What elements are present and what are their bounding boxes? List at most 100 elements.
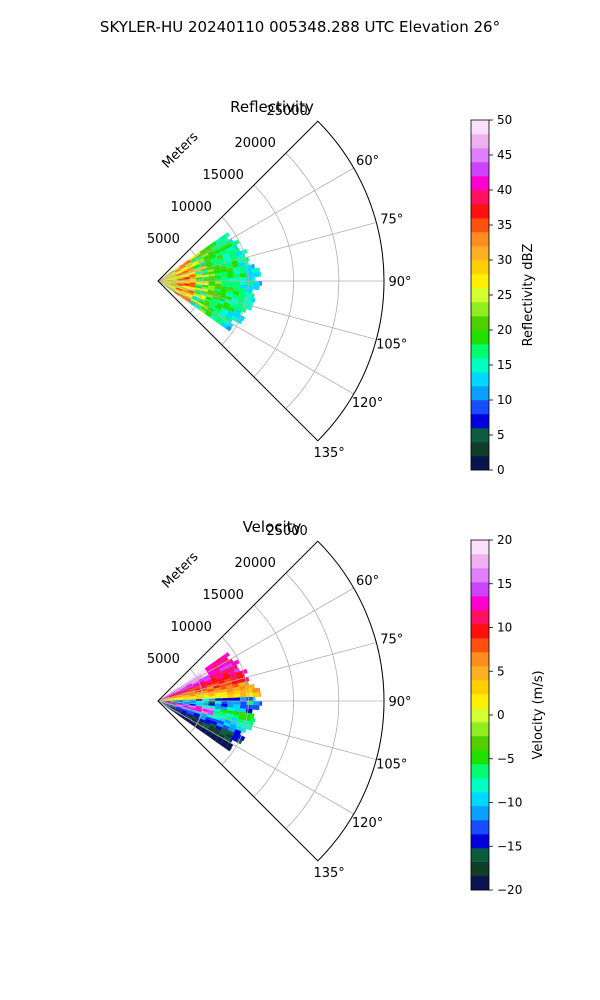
radar-gate <box>229 303 237 310</box>
radar-gate <box>238 314 246 322</box>
radar-gate <box>202 278 209 282</box>
radar-gate <box>202 722 210 728</box>
radar-gate <box>252 709 253 714</box>
radar-gate <box>221 277 228 282</box>
radar-gate <box>188 691 196 695</box>
radar-gate <box>163 275 170 279</box>
azimuth-tick-label: 105° <box>376 758 407 773</box>
radar-gate <box>211 298 219 303</box>
radar-gate <box>176 276 184 279</box>
radar-gate <box>215 305 223 311</box>
colorbar-swatch <box>471 344 489 359</box>
radar-gate <box>195 701 203 704</box>
radar-gate <box>174 289 181 293</box>
radar-gate <box>195 697 203 700</box>
radar-gate <box>225 663 233 670</box>
radar-gate <box>239 288 247 293</box>
radar-gate <box>163 276 170 279</box>
radar-gate <box>232 290 240 296</box>
radar-gate <box>212 310 220 316</box>
radar-gate <box>200 726 208 732</box>
radar-gate <box>214 703 222 707</box>
radar-gate <box>220 688 228 693</box>
radar-gate <box>206 683 214 689</box>
radar-gate <box>195 271 202 275</box>
radar-gate <box>208 278 215 282</box>
colorbar-swatch <box>471 162 489 177</box>
radar-gate <box>201 672 209 678</box>
reflectivity-panel: Reflectivity 5000 10000 15000 20000 25000 60°… <box>147 98 536 477</box>
radar-gate <box>220 233 228 241</box>
radar-gate <box>238 261 246 267</box>
radar-gate <box>216 254 224 260</box>
radar-gate <box>206 666 213 673</box>
radar-gate <box>232 266 240 272</box>
radar-gate <box>233 697 241 702</box>
radar-gate <box>195 702 203 705</box>
radar-gate <box>204 679 212 684</box>
radar-gate <box>201 706 209 710</box>
colorbar-swatch <box>471 190 489 205</box>
radar-gate <box>178 294 185 300</box>
radar-gate <box>193 265 201 270</box>
radar-gate <box>194 267 201 272</box>
radar-gate <box>186 294 193 299</box>
radar-gate <box>227 277 234 282</box>
radar-gate <box>182 695 190 698</box>
radar-gate <box>169 692 176 697</box>
radar-gate <box>209 722 217 728</box>
colorbar-swatch <box>471 288 489 303</box>
radar-gate <box>246 701 253 706</box>
radar-gate <box>239 704 247 709</box>
velocity-panel: Velocity 5000 10000 15000 20000 25000 60° 75° 9… <box>147 518 546 897</box>
radar-gate <box>202 696 209 700</box>
radar-gate <box>187 290 195 295</box>
radar-gate <box>181 268 188 273</box>
radar-gate <box>187 688 195 692</box>
radar-gate <box>223 301 231 308</box>
radar-gate <box>215 251 223 257</box>
radar-gate <box>226 290 234 295</box>
colorbar-swatch <box>471 148 489 163</box>
radar-gate <box>189 705 196 708</box>
radar-gate <box>219 294 226 300</box>
colorbar-tick-label: −5 <box>497 752 515 766</box>
radar-gate <box>186 683 193 688</box>
radar-gate <box>249 301 254 307</box>
radar-gate <box>208 703 215 707</box>
radar-gate <box>223 736 231 743</box>
reflectivity-colorbar-label: Reflectivity dBZ <box>521 244 536 347</box>
radar-gate <box>250 717 256 723</box>
radar-gate <box>163 695 170 699</box>
radar-gate <box>181 688 188 693</box>
radar-gate <box>204 298 212 303</box>
radar-gate <box>238 711 246 717</box>
colorbar-swatch <box>471 540 489 555</box>
colorbar-swatch <box>471 568 489 583</box>
radar-gate <box>232 244 238 250</box>
reflectivity-colorbar: 0 5 10 15 20 25 30 35 40 45 50 <box>470 113 512 477</box>
radar-gate <box>186 714 193 719</box>
radar-gate <box>238 734 246 742</box>
radial-tick-label: 5000 <box>147 652 180 667</box>
radar-gate <box>188 706 196 710</box>
radar-gate <box>212 295 220 301</box>
radar-gate <box>170 702 177 704</box>
radar-gate <box>220 691 228 696</box>
radar-gate <box>201 286 209 290</box>
radar-gate <box>207 249 215 255</box>
radar-gate <box>239 708 247 713</box>
radar-gate <box>252 272 260 278</box>
radar-gate <box>175 271 182 275</box>
radar-gate <box>216 722 224 728</box>
radar-gate <box>182 275 190 278</box>
radar-gate <box>204 311 212 318</box>
radar-gate <box>221 274 228 279</box>
colorbar-swatch <box>471 722 489 737</box>
radar-gate <box>193 264 200 269</box>
radar-gate <box>188 286 196 290</box>
radar-gate <box>170 697 177 700</box>
radar-gate <box>212 713 220 718</box>
radar-gate <box>232 710 240 716</box>
